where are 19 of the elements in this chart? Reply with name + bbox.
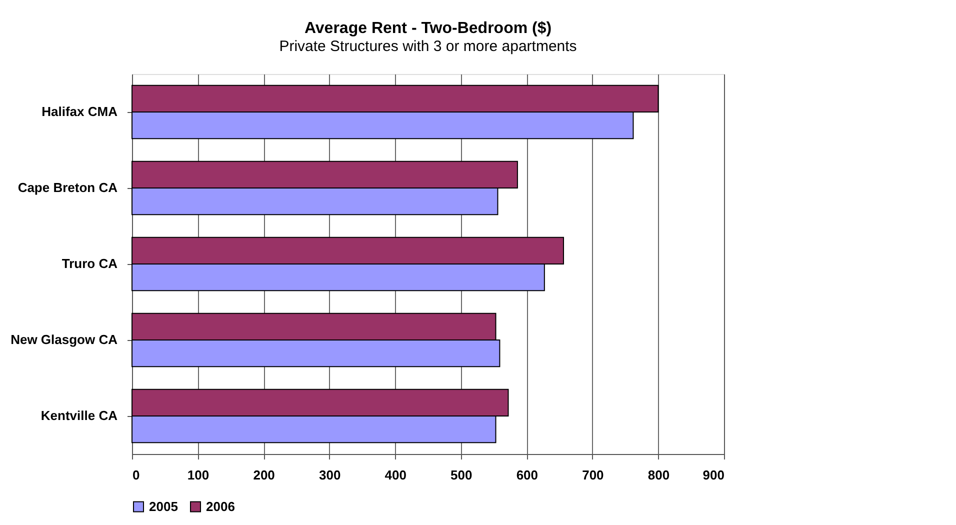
legend-label: 2005	[149, 498, 178, 514]
y-tick-label: Cape Breton CA	[18, 180, 118, 195]
x-tick-label: 300	[318, 468, 341, 482]
legend-label: 2006	[206, 498, 235, 514]
x-tick-label: 200	[253, 468, 275, 482]
y-tick-label: Truro CA	[62, 256, 118, 271]
chart-title: Average Rent - Two-Bedroom ($)	[304, 20, 552, 37]
x-tick-label: 700	[582, 468, 604, 482]
y-tick-label: Halifax CMA	[42, 104, 118, 119]
y-tick-label: Kentville CA	[40, 408, 118, 423]
x-tick-label: 600	[516, 468, 538, 482]
chart-subtitle: Private Structures with 3 or more apartments	[279, 38, 577, 55]
x-tick-label: 400	[384, 468, 406, 482]
x-tick-label: 500	[450, 468, 472, 482]
x-tick-label: 0	[132, 468, 140, 482]
x-tick-label: 800	[648, 468, 670, 482]
x-tick-label: 900	[702, 468, 724, 482]
x-tick-label: 100	[187, 468, 210, 482]
y-tick-label: New Glasgow CA	[10, 332, 118, 347]
